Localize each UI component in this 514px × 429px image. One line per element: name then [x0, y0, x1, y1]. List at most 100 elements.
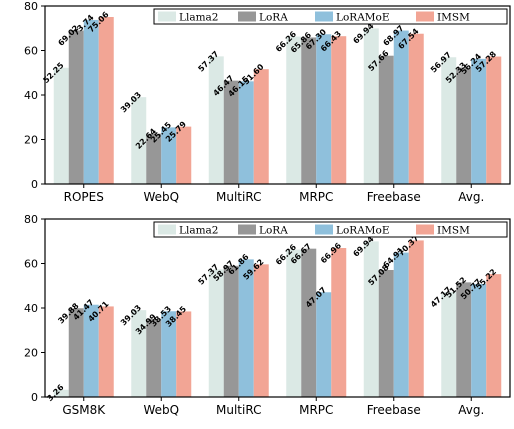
legend-item: IMSM — [416, 11, 470, 24]
bar — [486, 56, 502, 184]
legend-item: LoRA — [238, 224, 288, 237]
bar — [161, 127, 177, 184]
legend-item: Llama2 — [158, 11, 219, 24]
x-tick-label: MultiRC — [216, 403, 261, 417]
y-tick-label: 40 — [24, 89, 38, 102]
bar — [68, 30, 84, 185]
legend: Llama2 LoRA LoRAMoE IMSM — [153, 221, 508, 238]
bar — [98, 16, 114, 184]
bar — [146, 319, 162, 397]
legend-swatch — [416, 11, 434, 22]
bar — [301, 37, 317, 184]
legend-label: LoRA — [259, 225, 288, 237]
bar — [441, 292, 457, 397]
plot-frame — [44, 5, 511, 185]
legend: Llama2 LoRA LoRAMoE IMSM — [153, 8, 508, 25]
bar — [208, 269, 224, 397]
bar — [131, 310, 147, 397]
legend-label: Llama2 — [179, 12, 219, 24]
bar — [441, 57, 457, 185]
x-tick-label: ROPES — [64, 190, 104, 204]
bar — [363, 241, 379, 397]
bar — [408, 33, 424, 185]
bar — [316, 34, 332, 184]
bar — [393, 30, 409, 185]
chart-panel-2: 0 20 40 60 80 GSM8K WebQ MultiRC MRPC Freebase Avg… — [24, 213, 511, 417]
legend-item: Llama2 — [158, 224, 219, 237]
bar — [176, 311, 192, 397]
bar — [471, 58, 487, 185]
bar — [471, 284, 487, 397]
bar — [146, 133, 162, 184]
bar — [316, 292, 332, 397]
bar — [131, 97, 147, 184]
legend-item: LoRA — [238, 11, 288, 24]
legend-swatch — [315, 224, 333, 235]
legend-label: Llama2 — [179, 225, 219, 237]
x-tick-label: Freebase — [367, 190, 421, 204]
x-tick-label: MultiRC — [216, 190, 261, 204]
y-tick-label: 60 — [24, 45, 38, 58]
bar — [378, 55, 394, 185]
x-tick-label: GSM8K — [62, 403, 106, 417]
bar — [53, 67, 69, 184]
legend-swatch — [238, 224, 256, 235]
chart-panel-1: 0 20 40 60 80 ROPES WebQ MultiRC MRPC Freebase Avg… — [24, 0, 511, 204]
bar — [253, 69, 269, 184]
bar — [223, 80, 239, 184]
plot-frame — [44, 218, 511, 398]
y-tick-label: 20 — [24, 134, 38, 147]
bar — [253, 264, 269, 397]
bar — [456, 67, 472, 184]
x-tick-label: Avg. — [458, 190, 484, 204]
bar — [176, 126, 192, 184]
x-tick-label: Avg. — [458, 403, 484, 417]
y-tick-label: 80 — [24, 213, 38, 226]
legend-swatch — [315, 11, 333, 22]
legend-label: LoRA — [259, 12, 288, 24]
bar — [208, 56, 224, 185]
bar — [53, 389, 69, 397]
bar — [68, 308, 84, 397]
bar — [393, 252, 409, 397]
legend-swatch — [416, 224, 434, 235]
bar — [363, 28, 379, 184]
bar — [408, 240, 424, 397]
bar — [456, 282, 472, 397]
bar — [238, 259, 254, 397]
bar — [378, 269, 394, 397]
legend-label: LoRAMoE — [336, 225, 390, 237]
legend-item: LoRAMoE — [315, 224, 390, 237]
x-tick-label: MRPC — [299, 403, 333, 417]
bar — [486, 274, 502, 397]
bar — [83, 19, 99, 185]
legend-item: IMSM — [416, 224, 470, 237]
legend-swatch — [238, 11, 256, 22]
x-tick-label: Freebase — [367, 403, 421, 417]
bar — [286, 249, 302, 397]
bar — [161, 311, 177, 397]
legend-item: LoRAMoE — [315, 11, 390, 24]
y-tick-label: 20 — [24, 347, 38, 360]
bar — [238, 81, 254, 184]
y-tick-label: 0 — [31, 178, 38, 191]
legend-label: LoRAMoE — [336, 12, 390, 24]
x-tick-label: MRPC — [299, 190, 333, 204]
y-tick-label: 40 — [24, 302, 38, 315]
y-tick-label: 0 — [31, 391, 38, 404]
bar — [286, 36, 302, 184]
legend-label: IMSM — [437, 12, 470, 24]
legend-label: IMSM — [437, 225, 470, 237]
bar — [223, 265, 239, 397]
bar — [331, 248, 347, 397]
y-tick-label: 60 — [24, 258, 38, 271]
legend-swatch — [158, 11, 176, 22]
bar — [331, 36, 347, 184]
bar — [83, 304, 99, 397]
bar — [301, 248, 317, 397]
legend-swatch — [158, 224, 176, 235]
x-tick-label: WebQ — [143, 403, 179, 417]
x-tick-label: WebQ — [143, 190, 179, 204]
y-tick-label: 80 — [24, 0, 38, 13]
